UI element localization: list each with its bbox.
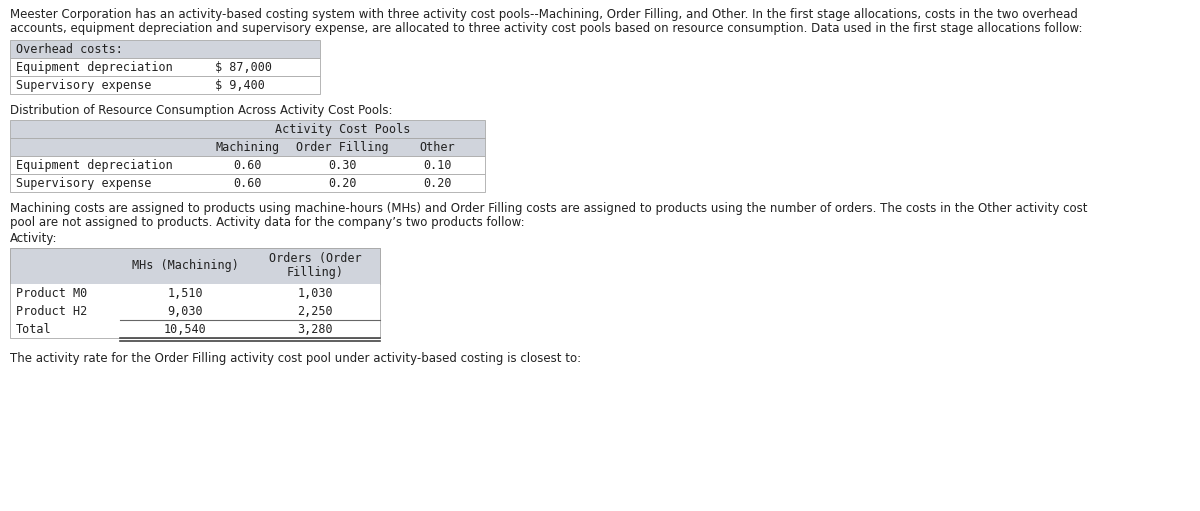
- Text: The activity rate for the Order Filling activity cost pool under activity-based : The activity rate for the Order Filling …: [10, 352, 581, 365]
- Text: Distribution of Resource Consumption Across Activity Cost Pools:: Distribution of Resource Consumption Acr…: [10, 104, 392, 117]
- Text: 3,280: 3,280: [298, 323, 332, 336]
- Text: Machining: Machining: [216, 141, 280, 154]
- Text: pool are not assigned to products. Activity data for the company’s two products : pool are not assigned to products. Activ…: [10, 216, 524, 229]
- Text: $ 9,400: $ 9,400: [215, 79, 265, 92]
- Text: 2,250: 2,250: [298, 305, 332, 318]
- Text: MHs (Machining): MHs (Machining): [132, 259, 239, 272]
- Text: Equipment depreciation: Equipment depreciation: [16, 159, 173, 172]
- Text: 0.20: 0.20: [329, 177, 356, 190]
- Text: Product H2: Product H2: [16, 305, 88, 318]
- Text: Activity:: Activity:: [10, 232, 58, 245]
- Text: 0.10: 0.10: [424, 159, 451, 172]
- Text: Supervisory expense: Supervisory expense: [16, 79, 151, 92]
- Text: 0.30: 0.30: [329, 159, 356, 172]
- Text: $ 87,000: $ 87,000: [215, 61, 272, 74]
- Text: Equipment depreciation: Equipment depreciation: [16, 61, 173, 74]
- Text: Product M0: Product M0: [16, 287, 88, 300]
- Text: 0.60: 0.60: [233, 159, 262, 172]
- Text: Meester Corporation has an activity-based costing system with three activity cos: Meester Corporation has an activity-base…: [10, 8, 1078, 21]
- Text: Machining costs are assigned to products using machine-hours (MHs) and Order Fil: Machining costs are assigned to products…: [10, 202, 1087, 215]
- Text: 0.60: 0.60: [233, 177, 262, 190]
- Text: Filling): Filling): [287, 266, 343, 279]
- Text: 0.20: 0.20: [424, 177, 451, 190]
- Text: Activity Cost Pools: Activity Cost Pools: [275, 123, 410, 136]
- Text: accounts, equipment depreciation and supervisory expense, are allocated to three: accounts, equipment depreciation and sup…: [10, 22, 1082, 35]
- Text: 9,030: 9,030: [167, 305, 203, 318]
- Text: 1,030: 1,030: [298, 287, 332, 300]
- Text: 10,540: 10,540: [163, 323, 206, 336]
- Text: Order Filling: Order Filling: [296, 141, 389, 154]
- Text: 1,510: 1,510: [167, 287, 203, 300]
- Text: Total: Total: [16, 323, 52, 336]
- Text: Orders (Order: Orders (Order: [269, 252, 361, 265]
- Text: Other: Other: [420, 141, 455, 154]
- Text: Overhead costs:: Overhead costs:: [16, 43, 122, 56]
- Text: Supervisory expense: Supervisory expense: [16, 177, 151, 190]
